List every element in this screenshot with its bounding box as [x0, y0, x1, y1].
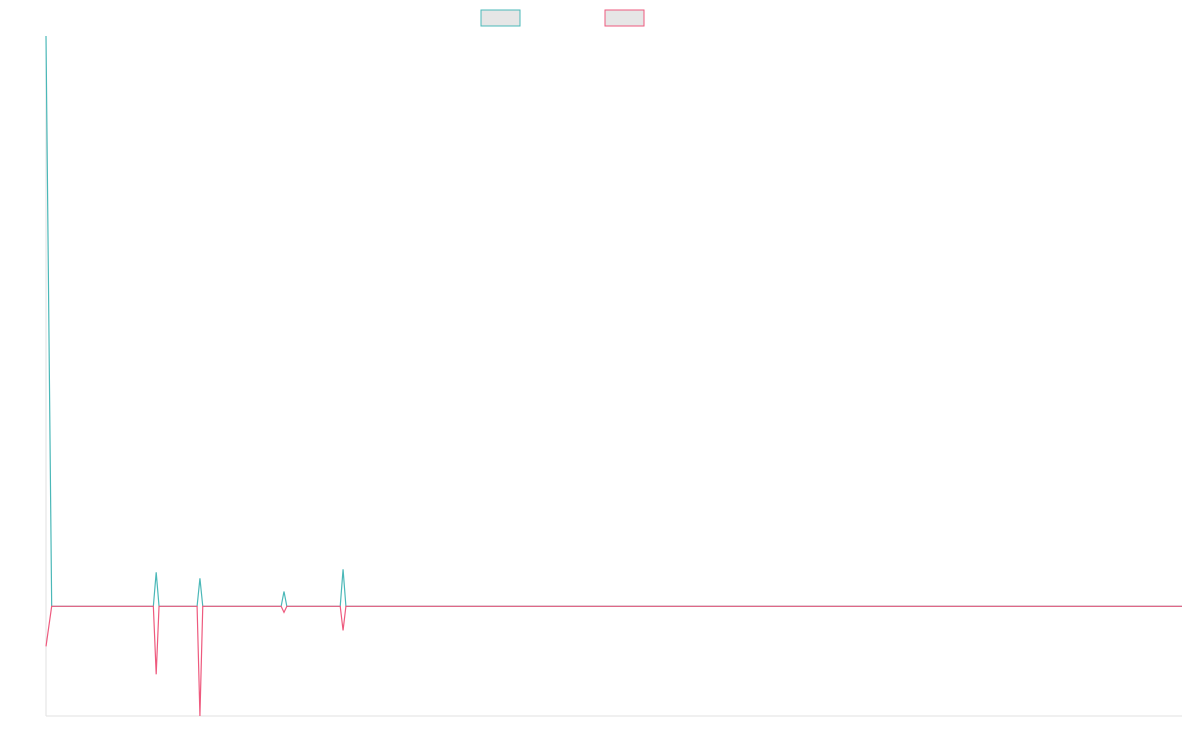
- series-line: [45, 605, 1182, 717]
- legend-swatch: [604, 9, 645, 27]
- series-line: [45, 35, 1182, 607]
- legend-swatch: [480, 9, 521, 27]
